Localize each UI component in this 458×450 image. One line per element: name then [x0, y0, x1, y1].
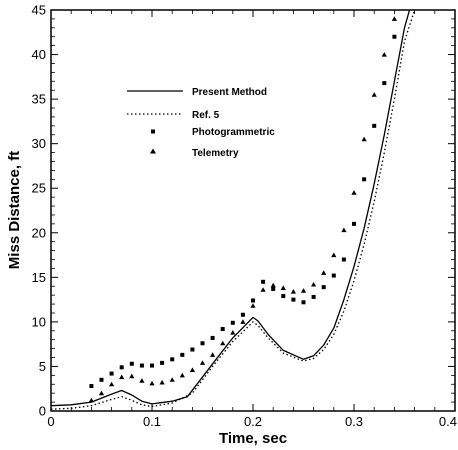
series-point-photogrammetric: [331, 273, 336, 278]
series-point-telemetry: [88, 397, 94, 403]
series-point-telemetry: [260, 287, 266, 292]
series-point-telemetry: [109, 381, 115, 387]
legend-item-ref5: Ref. 5: [127, 110, 220, 121]
y-tick-label: 10: [32, 314, 46, 329]
series-point-photogrammetric: [352, 221, 356, 226]
series-point-telemetry: [230, 330, 236, 335]
series-point-photogrammetric: [341, 257, 346, 262]
legend-item-present-method: Present Method: [127, 87, 267, 98]
series-point-telemetry: [341, 227, 347, 233]
series-point-telemetry: [169, 377, 175, 382]
series-point-photogrammetric: [210, 335, 215, 340]
series-point-telemetry: [149, 380, 155, 386]
series-point-photogrammetric: [170, 357, 175, 362]
series-point-photogrammetric: [220, 327, 225, 332]
legend: Present Method Ref. 5 Photogrammetric Te…: [127, 87, 275, 159]
series-point-photogrammetric: [230, 320, 235, 325]
series-point-telemetry: [220, 340, 226, 346]
legend-label-present-method: Present Method: [192, 87, 267, 98]
legend-marker-square: [151, 129, 155, 134]
y-tick-label: 0: [39, 404, 46, 419]
series-point-telemetry: [119, 374, 125, 380]
axis-ticks: [50, 9, 456, 412]
series-point-telemetry: [371, 92, 377, 97]
series-point-telemetry: [139, 378, 145, 383]
series-point-photogrammetric: [251, 298, 255, 303]
series-point-photogrammetric: [261, 279, 266, 284]
legend-label-telemetry: Telemetry: [192, 148, 239, 159]
y-tick-label: 45: [32, 3, 46, 18]
y-tick-label: 5: [39, 359, 46, 374]
series-point-photogrammetric: [99, 377, 104, 382]
series-point-photogrammetric: [240, 312, 245, 317]
series-point-photogrammetric: [291, 297, 296, 302]
series-point-photogrammetric: [109, 371, 114, 376]
y-tick-labels: 0 5 10 15 20 25 30 35 40 45: [32, 3, 46, 419]
series-line-present-method: [50, 9, 411, 407]
series-point-photogrammetric: [160, 360, 165, 365]
series-point-telemetry: [189, 367, 195, 372]
y-tick-label: 20: [32, 225, 46, 240]
y-axis-title: Miss Distance, ft: [6, 151, 23, 269]
series-point-telemetry: [129, 373, 135, 379]
series-point-photogrammetric: [150, 363, 154, 368]
series-point-telemetry: [351, 190, 357, 195]
series-point-photogrammetric: [321, 285, 326, 290]
series-point-telemetry: [210, 352, 216, 357]
y-tick-label: 35: [32, 92, 46, 107]
series-point-telemetry: [98, 390, 105, 396]
series-point-telemetry: [300, 288, 307, 293]
y-tick-label: 25: [32, 181, 46, 196]
x-tick-label: 0.2: [244, 414, 262, 429]
plot-area: [50, 9, 456, 412]
series-point-telemetry: [250, 303, 256, 308]
series-point-telemetry: [361, 136, 367, 142]
y-tick-label: 40: [32, 47, 46, 62]
series-point-photogrammetric: [382, 81, 387, 86]
series-point-telemetry: [159, 379, 165, 385]
series-point-telemetry: [199, 360, 206, 365]
legend-item-telemetry: Telemetry: [150, 148, 239, 159]
x-tick-labels: 0 0.1 0.2 0.3 0.4: [47, 414, 457, 429]
series-point-photogrammetric: [301, 300, 306, 305]
legend-marker-triangle: [150, 148, 156, 154]
x-tick-label: 0.3: [345, 414, 363, 429]
series-point-telemetry: [391, 16, 397, 21]
series-point-telemetry: [331, 252, 337, 258]
series-point-photogrammetric: [372, 123, 377, 128]
series-point-photogrammetric: [281, 294, 286, 299]
series-point-photogrammetric: [129, 361, 134, 366]
y-tick-label: 15: [32, 270, 46, 285]
series-point-telemetry: [179, 372, 185, 378]
legend-item-photogrammetric: Photogrammetric: [151, 127, 275, 138]
plot-series: [50, 9, 416, 410]
series-point-photogrammetric: [180, 352, 185, 357]
series-point-telemetry: [270, 282, 276, 288]
series-point-photogrammetric: [311, 294, 316, 299]
series-point-telemetry: [311, 281, 317, 287]
series-point-photogrammetric: [89, 384, 94, 389]
series-point-telemetry: [290, 289, 296, 294]
series-point-telemetry: [240, 319, 246, 324]
x-tick-label: 0: [47, 414, 54, 429]
x-tick-label: 0.4: [439, 414, 457, 429]
series-point-photogrammetric: [271, 286, 276, 291]
y-tick-label: 30: [32, 136, 46, 151]
series-point-photogrammetric: [190, 347, 195, 352]
legend-label-ref5: Ref. 5: [192, 110, 220, 121]
series-point-photogrammetric: [139, 363, 144, 368]
series-point-photogrammetric: [392, 34, 397, 39]
series-point-telemetry: [280, 285, 286, 290]
series-point-telemetry: [381, 52, 387, 57]
series-point-telemetry: [321, 270, 327, 275]
x-axis-title: Time, sec: [219, 430, 287, 447]
series-point-photogrammetric: [200, 341, 205, 346]
legend-label-photogrammetric: Photogrammetric: [192, 127, 275, 138]
series-point-photogrammetric: [362, 177, 367, 182]
series-point-photogrammetric: [119, 365, 124, 370]
x-tick-label: 0.1: [143, 414, 161, 429]
